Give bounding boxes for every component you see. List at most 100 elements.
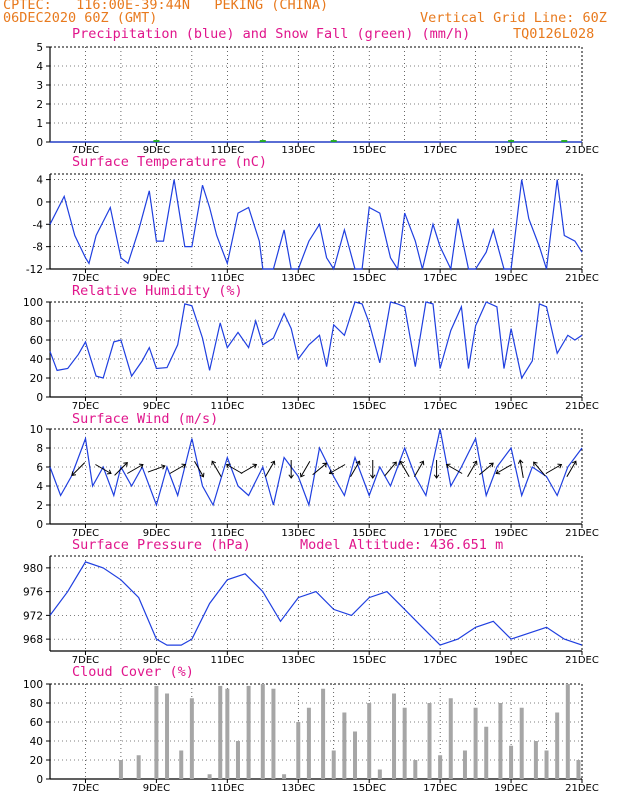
wind-arrow-head	[138, 463, 144, 469]
temp-ytick-label: 4	[36, 175, 43, 187]
cloud-title: Cloud Cover (%)	[72, 664, 194, 680]
cloud-bar	[377, 769, 382, 779]
pres-ytick-label: 980	[23, 563, 43, 575]
wind-xtick-label: 19DEC	[494, 528, 528, 539]
wind-xtick-label: 7DEC	[72, 528, 99, 539]
pres-ytick-label: 972	[23, 610, 43, 622]
header-model-id: TQ0126L028	[513, 26, 595, 42]
cloud-bar	[413, 760, 418, 779]
pres-xtick-label: 11DEC	[210, 655, 244, 666]
wind-arrow	[211, 460, 222, 478]
rh-xtick-label: 17DEC	[423, 401, 457, 412]
temp-xtick-label: 15DEC	[352, 273, 386, 284]
wind-arrow	[71, 462, 86, 476]
rh-title: Relative Humidity (%)	[72, 283, 243, 299]
wind-arrow-head	[299, 472, 305, 478]
precip-xtick-label: 7DEC	[72, 145, 99, 156]
wind-arrow	[300, 460, 311, 478]
wind-arrow-head	[328, 469, 334, 475]
wind-arrow-head	[225, 463, 231, 469]
cloud-bar	[246, 685, 251, 779]
pres-line	[49, 561, 583, 646]
cloud-xtick-label: 11DEC	[210, 783, 244, 794]
precip-xtick-label: 13DEC	[281, 145, 315, 156]
wind-arrow-head	[399, 460, 405, 466]
cloud-ytick-label: 20	[30, 755, 43, 767]
wind-xtick-label: 13DEC	[281, 528, 315, 539]
cloud-bar	[392, 693, 397, 779]
wind-arrow-head	[252, 463, 258, 469]
cloud-bar	[509, 745, 514, 779]
cloud-bar	[565, 684, 570, 779]
cloud-bar	[218, 685, 223, 779]
wind-arrow-head	[533, 461, 538, 467]
wind-arrow	[384, 461, 397, 477]
wind-arrow-head	[392, 461, 397, 467]
wind-ytick-label: 0	[36, 519, 43, 531]
cloud-bar	[154, 685, 159, 779]
wind-arrow	[566, 460, 577, 478]
wind-arrow-head	[433, 474, 440, 479]
precip-ytick-label: 1	[36, 118, 43, 130]
wind-arrow	[479, 462, 494, 476]
wind-title: Surface Wind (m/s)	[72, 411, 219, 427]
temp-xtick-label: 21DEC	[565, 273, 599, 284]
wind-arrow-head	[557, 463, 563, 469]
cloud-xtick-label: 21DEC	[565, 783, 599, 794]
wind-arrow	[169, 464, 186, 474]
rh-xtick-label: 19DEC	[494, 401, 528, 412]
rh-xtick-label: 15DEC	[352, 401, 386, 412]
cloud-xtick-label: 13DEC	[281, 783, 315, 794]
wind-xtick-label: 11DEC	[210, 528, 244, 539]
wind-arrow-head	[106, 469, 112, 475]
wind-arrow	[329, 464, 346, 474]
wind-arrow-head	[160, 464, 166, 470]
wind-arrow-head	[270, 460, 276, 466]
temp-ytick-label: 0	[36, 197, 43, 209]
cloud-bar	[533, 741, 538, 779]
rh-xtick-label: 9DEC	[143, 401, 170, 412]
cloud-bar	[462, 750, 467, 779]
rh-ytick-label: 40	[30, 354, 43, 366]
wind-arrow-head	[369, 474, 376, 479]
cloud-bar	[321, 688, 326, 779]
temp-xtick-label: 17DEC	[423, 273, 457, 284]
precip-xtick-label: 9DEC	[143, 145, 170, 156]
temp-line	[49, 179, 583, 272]
temp-xtick-label: 9DEC	[143, 273, 170, 284]
cloud-bar	[544, 750, 549, 779]
precip-ytick-label: 0	[36, 137, 43, 149]
cloud-bar	[498, 703, 503, 779]
cloud-bar	[165, 693, 170, 779]
pres-xtick-label: 15DEC	[352, 655, 386, 666]
temp-ytick-label: -8	[33, 242, 43, 254]
cloud-xtick-label: 9DEC	[143, 783, 170, 794]
temp-title: Surface Temperature (nC)	[72, 154, 268, 170]
wind-arrow	[467, 460, 477, 478]
cloud-bar	[331, 750, 336, 779]
wind-ytick-label: 6	[36, 462, 43, 474]
precip-xtick-label: 15DEC	[352, 145, 386, 156]
rh-ytick-label: 60	[30, 335, 43, 347]
wind-arrow	[127, 464, 144, 474]
station-label: CPTEC:	[3, 0, 52, 13]
cloud-bar	[136, 755, 141, 779]
precip-xtick-label: 19DEC	[494, 145, 528, 156]
wind-arrow-head	[572, 460, 577, 466]
cloud-bar	[271, 688, 276, 779]
cloud-ytick-label: 80	[30, 698, 43, 710]
cloud-bar	[473, 707, 478, 779]
pres-xtick-label: 21DEC	[565, 655, 599, 666]
wind-arrow-head	[211, 460, 217, 466]
wind-arrow	[240, 464, 257, 474]
cloud-bar	[353, 731, 358, 779]
cloud-bar	[260, 684, 265, 779]
rh-xtick-label: 7DEC	[72, 401, 99, 412]
rh-ytick-label: 100	[23, 297, 43, 309]
pres-title: Surface Pressure (hPa)	[72, 537, 251, 553]
cloud-bar	[438, 755, 443, 779]
precip-ytick-label: 5	[36, 42, 43, 54]
cloud-bar	[225, 688, 230, 779]
cloud-ytick-label: 0	[36, 774, 43, 786]
